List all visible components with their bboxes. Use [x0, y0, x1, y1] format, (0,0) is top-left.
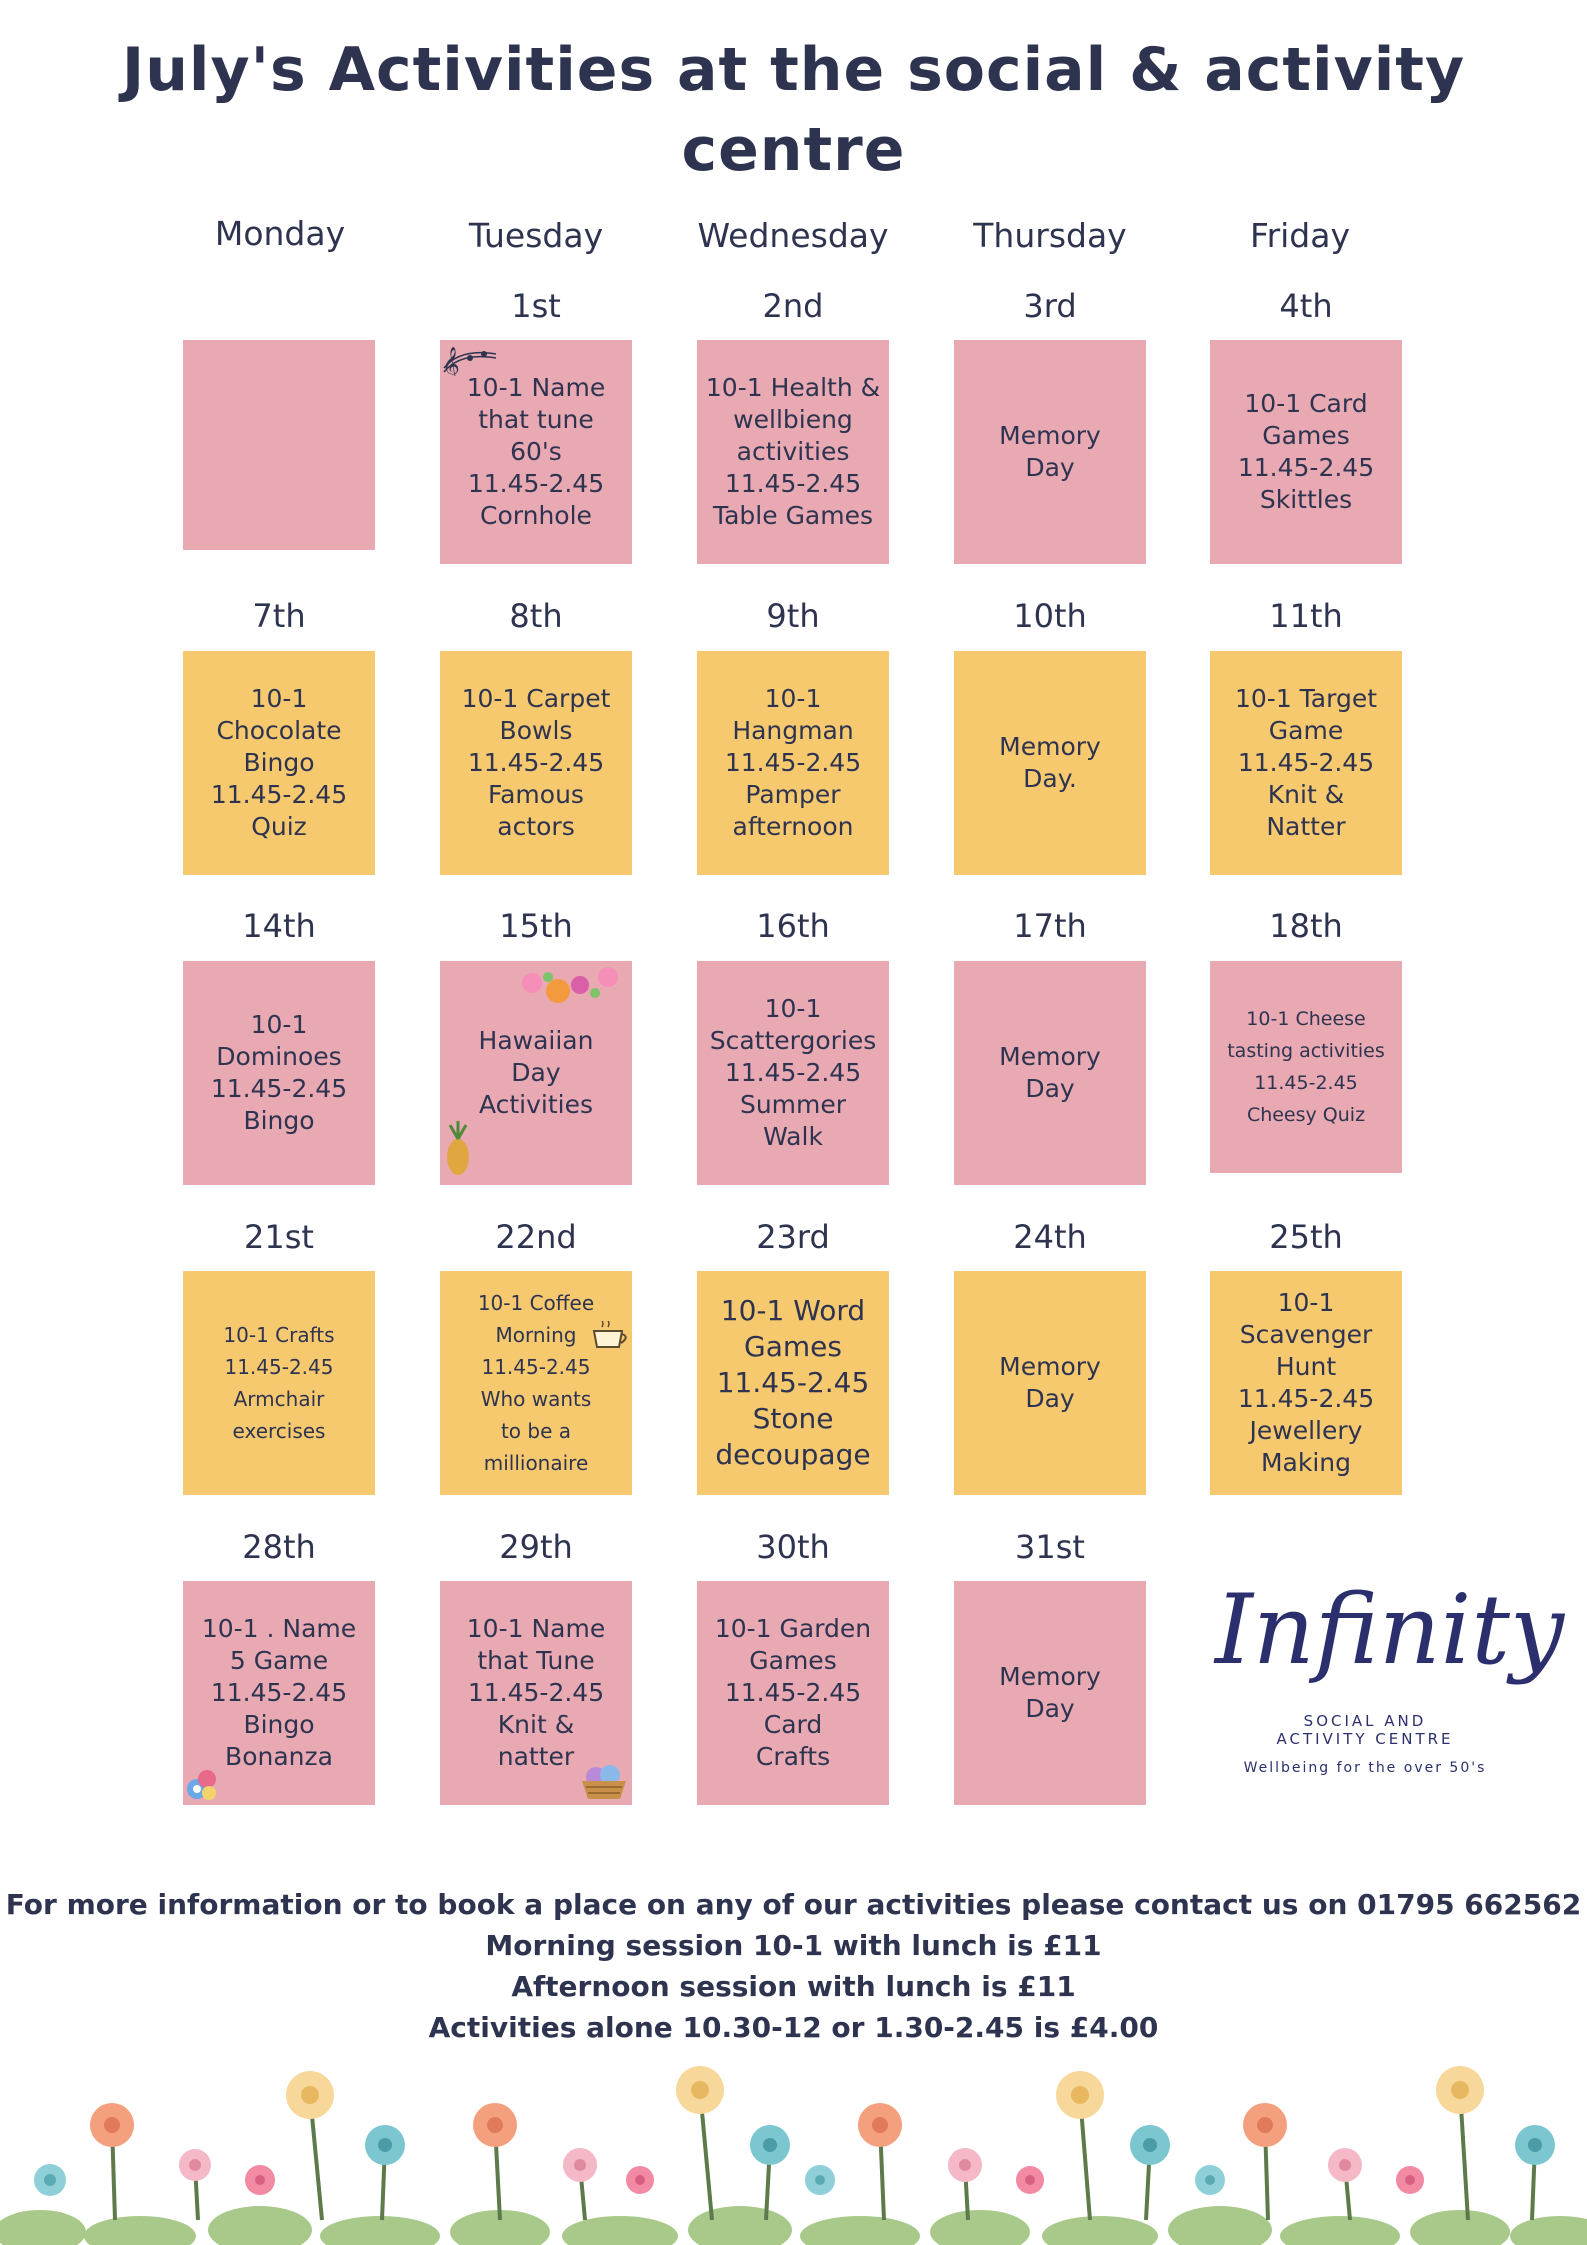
- date-label-3rd: 3rd: [1023, 287, 1077, 325]
- footer-info: For more information or to book a place …: [0, 1884, 1587, 2048]
- activity-text: 10-1 Cheese tasting activities 11.45-2.4…: [1227, 1008, 1385, 1126]
- yarn-basket-icon: [578, 1761, 630, 1805]
- activity-text: 10-1 Garden Games 11.45-2.45 Card Crafts: [714, 1614, 872, 1771]
- activity-card-wed-week4: 10-1 Word Games 11.45-2.45 Stone decoupa…: [697, 1271, 889, 1495]
- date-label-9th: 9th: [766, 597, 820, 635]
- activity-text: 10-1 Card Games 11.45-2.45 Skittles: [1237, 389, 1375, 514]
- activity-card-mon-week1: [183, 340, 375, 550]
- activity-text: 10-1 Scattergories 11.45-2.45 Summer Wal…: [709, 994, 877, 1151]
- footer-morning-price: Morning session 10-1 with lunch is £11: [485, 1929, 1102, 1962]
- hawaiian-flowers-icon: [440, 961, 632, 1185]
- activity-card-wed-week3: 10-1 Scattergories 11.45-2.45 Summer Wal…: [697, 961, 889, 1185]
- day-wednesday: Wednesday: [697, 216, 889, 255]
- activity-card-fri-week2: 10-1 Target Game 11.45-2.45 Knit & Natte…: [1210, 651, 1402, 875]
- activity-text: 10-1 Name that Tune 11.45-2.45 Knit & na…: [466, 1614, 606, 1771]
- activity-text: 10-1 Carpet Bowls 11.45-2.45 Famous acto…: [461, 684, 611, 841]
- coffee-cup-icon: [588, 1320, 632, 1357]
- activity-text: Hawaiian Day Activities: [478, 1026, 594, 1119]
- flower-border-icon: [0, 2066, 1587, 2245]
- activity-text: Memory Day: [999, 1042, 1101, 1103]
- logo-line-2: ACTIVITY CENTRE: [1276, 1730, 1454, 1748]
- date-label-24th: 24th: [1013, 1218, 1087, 1256]
- date-label-11th: 11th: [1269, 597, 1343, 635]
- activity-card-fri-week3: 10-1 Cheese tasting activities 11.45-2.4…: [1210, 961, 1402, 1173]
- activity-card-fri-week1: 10-1 Card Games 11.45-2.45 Skittles: [1210, 340, 1402, 564]
- activity-card-mon-week3: 10-1 Dominoes 11.45-2.45 Bingo: [183, 961, 375, 1185]
- activity-text: 10-1 . Name 5 Game 11.45-2.45 Bingo Bona…: [201, 1614, 357, 1771]
- day-thursday: Thursday: [973, 216, 1127, 255]
- activity-card-mon-week2: 10-1 Chocolate Bingo 11.45-2.45 Quiz: [183, 651, 375, 875]
- date-label-14th: 14th: [242, 907, 316, 945]
- date-label-7th: 7th: [252, 597, 306, 635]
- date-label-29th: 29th: [499, 1528, 573, 1566]
- activity-card-thu-week1: Memory Day: [954, 340, 1146, 564]
- activity-text: 10-1 Scavenger Hunt 11.45-2.45 Jewellery…: [1237, 1288, 1375, 1477]
- activity-text: Memory Day.: [999, 732, 1101, 793]
- footer-afternoon-price: Afternoon session with lunch is £11: [511, 1970, 1076, 2003]
- activity-text: Memory Day: [999, 421, 1101, 482]
- activity-card-wed-week1: 10-1 Health & wellbieng activities 11.45…: [697, 340, 889, 564]
- activity-text: Memory Day: [999, 1662, 1101, 1723]
- activity-text: 10-1 Word Games 11.45-2.45 Stone decoupa…: [715, 1294, 871, 1471]
- activity-text: 10-1 Crafts 11.45-2.45 Armchair exercise…: [223, 1323, 335, 1443]
- date-label-28th: 28th: [242, 1528, 316, 1566]
- activity-card-wed-week2: 10-1 Hangman 11.45-2.45 Pamper afternoon: [697, 651, 889, 875]
- activity-card-tue-week2: 10-1 Carpet Bowls 11.45-2.45 Famous acto…: [440, 651, 632, 875]
- activity-text: 10-1 Target Game 11.45-2.45 Knit & Natte…: [1234, 684, 1378, 841]
- day-tuesday: Tuesday: [468, 216, 604, 255]
- footer-activities-price: Activities alone 10.30-12 or 1.30-2.45 i…: [428, 2011, 1159, 2044]
- date-label-25th: 25th: [1269, 1218, 1343, 1256]
- activity-card-mon-week5: 10-1 . Name 5 Game 11.45-2.45 Bingo Bona…: [183, 1581, 375, 1805]
- activity-card-tue-week4: 10-1 Coffee Morning 11.45-2.45 Who wants…: [440, 1271, 632, 1495]
- day-monday: Monday: [214, 214, 346, 253]
- date-label-4th: 4th: [1279, 287, 1333, 325]
- date-label-15th: 15th: [499, 907, 573, 945]
- date-label-22nd: 22nd: [495, 1218, 577, 1256]
- bingo-balls-icon: [185, 1767, 221, 1805]
- activity-text: 10-1 Name that tune 60's 11.45-2.45 Corn…: [466, 373, 606, 530]
- date-label-2nd: 2nd: [762, 287, 824, 325]
- activity-card-thu-week4: Memory Day: [954, 1271, 1146, 1495]
- activity-text: 10-1 Health & wellbieng activities 11.45…: [705, 373, 881, 530]
- activity-card-tue-week1: 10-1 Name that tune 60's 11.45-2.45 Corn…: [440, 340, 632, 564]
- page-title: July's Activities at the social & activi…: [0, 30, 1587, 190]
- activity-text: 10-1 Coffee Morning 11.45-2.45 Who wants…: [477, 1291, 595, 1475]
- date-label-23rd: 23rd: [756, 1218, 830, 1256]
- activity-card-wed-week5: 10-1 Garden Games 11.45-2.45 Card Crafts: [697, 1581, 889, 1805]
- activity-text: 10-1 Hangman 11.45-2.45 Pamper afternoon: [724, 684, 862, 841]
- music-notes-icon: 𝄞: [440, 340, 500, 383]
- date-label-8th: 8th: [509, 597, 563, 635]
- activity-text: 10-1 Dominoes 11.45-2.45 Bingo: [210, 1010, 348, 1135]
- activity-card-thu-week2: Memory Day.: [954, 651, 1146, 875]
- day-friday: Friday: [1249, 216, 1350, 255]
- date-label-31st: 31st: [1015, 1528, 1085, 1566]
- activity-card-thu-week5: Memory Day: [954, 1581, 1146, 1805]
- activity-card-tue-week3: Hawaiian Day Activities: [440, 961, 632, 1185]
- activity-card-mon-week4: 10-1 Crafts 11.45-2.45 Armchair exercise…: [183, 1271, 375, 1495]
- date-label-18th: 18th: [1269, 907, 1343, 945]
- date-label-21st: 21st: [244, 1218, 314, 1256]
- date-label-10th: 10th: [1013, 597, 1087, 635]
- logo-line-1: SOCIAL AND: [1303, 1712, 1427, 1730]
- activity-card-thu-week3: Memory Day: [954, 961, 1146, 1185]
- activity-card-tue-week5: 10-1 Name that Tune 11.45-2.45 Knit & na…: [440, 1581, 632, 1805]
- date-label-1st: 1st: [511, 287, 561, 325]
- activity-text: Memory Day: [999, 1352, 1101, 1413]
- svg-text:𝄞: 𝄞: [442, 347, 460, 376]
- footer-contact: For more information or to book a place …: [5, 1888, 1582, 1921]
- activity-text: 10-1 Chocolate Bingo 11.45-2.45 Quiz: [210, 684, 348, 841]
- infinity-logo: Infinity SOCIAL AND ACTIVITY CENTRE Well…: [1215, 1570, 1565, 1780]
- logo-tagline: Wellbeing for the over 50's: [1243, 1760, 1487, 1776]
- date-label-16th: 16th: [756, 907, 830, 945]
- title-line-2: centre: [681, 115, 906, 185]
- date-label-30th: 30th: [756, 1528, 830, 1566]
- title-line-1: July's Activities at the social & activi…: [121, 35, 1466, 105]
- logo-script: Infinity: [1215, 1574, 1565, 1686]
- activity-card-fri-week4: 10-1 Scavenger Hunt 11.45-2.45 Jewellery…: [1210, 1271, 1402, 1495]
- date-label-17th: 17th: [1013, 907, 1087, 945]
